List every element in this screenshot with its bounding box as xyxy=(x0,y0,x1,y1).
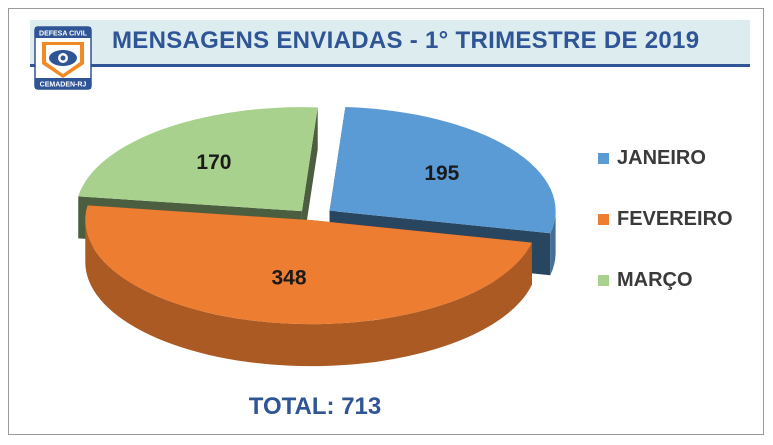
title-bar: MENSAGENS ENVIADAS - 1° TRIMESTRE DE 201… xyxy=(30,20,750,67)
legend-item-janeiro: JANEIRO xyxy=(598,144,758,172)
defesa-civil-logo: DEFESA CIVIL CEMADEN-RJ xyxy=(34,26,92,90)
chart-legend: JANEIRO FEVEREIRO MARÇO xyxy=(598,144,758,327)
data-label-marco: 170 xyxy=(196,151,231,174)
pie-slice-top-fevereiro xyxy=(85,205,532,325)
legend-label-janeiro: JANEIRO xyxy=(617,146,706,169)
pie-slice-rim-fevereiro xyxy=(85,220,532,367)
pie-slice-wall-marco-1 xyxy=(301,107,318,254)
logo-text-top: DEFESA CIVIL xyxy=(39,31,88,38)
legend-item-fevereiro: FEVEREIRO xyxy=(598,205,758,233)
legend-swatch-janeiro xyxy=(598,152,609,164)
data-label-fevereiro: 348 xyxy=(272,266,307,289)
legend-swatch-marco xyxy=(598,274,609,286)
logo-text-bottom: CEMADEN-RJ xyxy=(40,82,87,89)
legend-label-marco: MARÇO xyxy=(617,268,693,291)
legend-label-fevereiro: FEVEREIRO xyxy=(617,207,733,230)
total-label: TOTAL: 713 xyxy=(248,393,382,420)
data-label-janeiro: 195 xyxy=(424,162,459,185)
legend-item-marco: MARÇO xyxy=(598,266,758,294)
pie-slice-rim-janeiro xyxy=(550,210,556,276)
pie-slice-top-janeiro xyxy=(329,107,556,234)
pie-slice-top-marco xyxy=(78,107,318,212)
legend-swatch-fevereiro xyxy=(598,213,609,225)
pie-slice-fevereiro xyxy=(85,205,532,367)
chart-title: MENSAGENS ENVIADAS - 1° TRIMESTRE DE 201… xyxy=(112,27,700,54)
